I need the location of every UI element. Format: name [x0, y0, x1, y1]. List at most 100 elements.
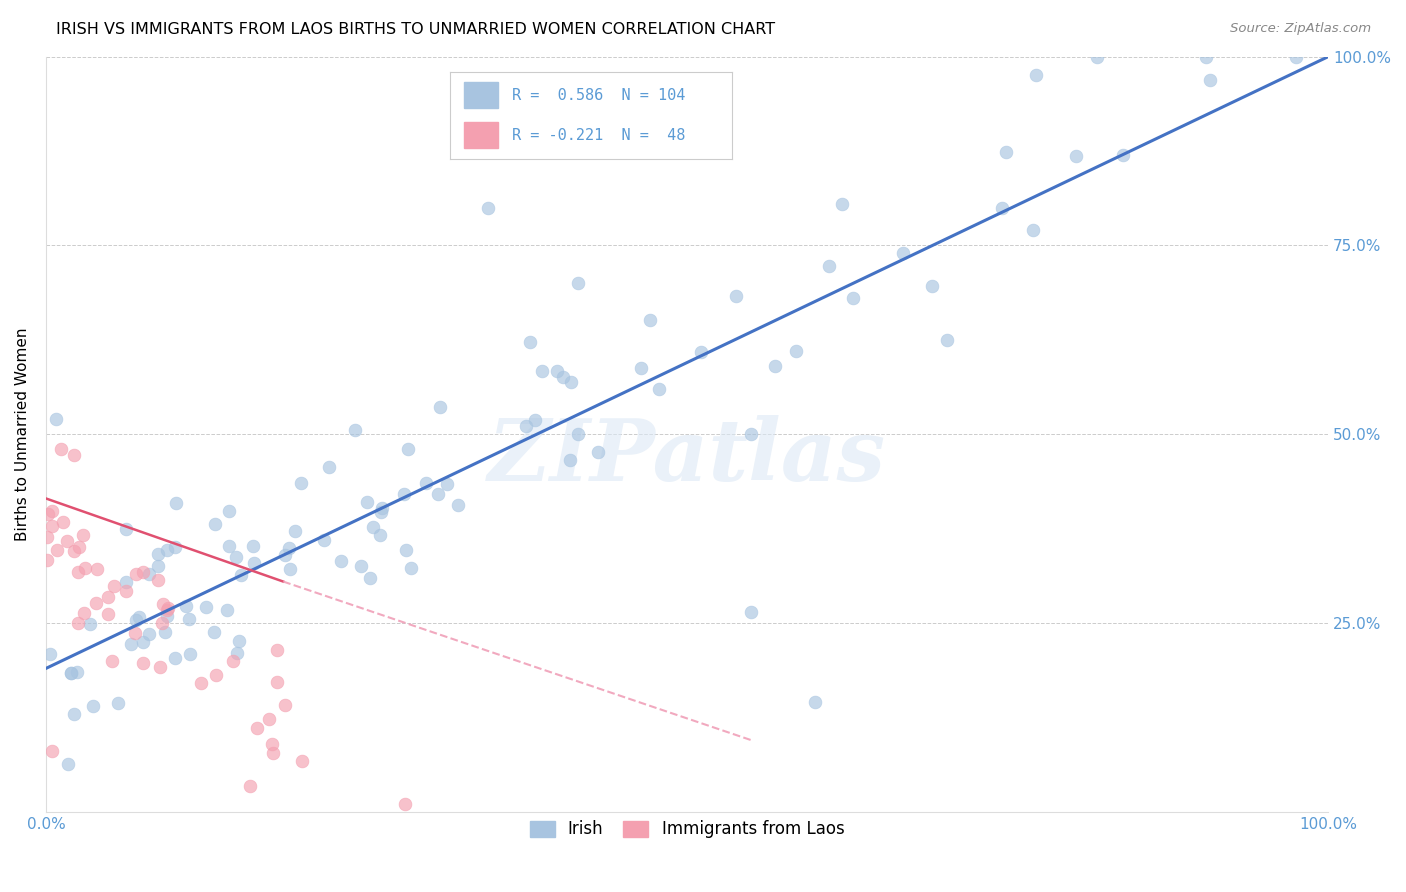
Point [152, 597, 174, 611]
Point [560, 375, 582, 389]
Point [52, 515, 75, 529]
Point [361, 519, 384, 533]
Point [131, 634, 153, 648]
Point [558, 453, 581, 467]
Point [225, 550, 247, 565]
Point [630, 361, 652, 376]
Point [146, 558, 169, 573]
Point [218, 539, 240, 553]
Point [46, 543, 69, 558]
Point [150, 615, 173, 630]
Point [401, 561, 423, 575]
Point [935, 333, 957, 347]
Text: Source: ZipAtlas.com: Source: ZipAtlas.com [1230, 22, 1371, 36]
Point [690, 345, 713, 359]
Point [842, 291, 865, 305]
Point [1085, 50, 1108, 64]
Point [86, 562, 108, 576]
Point [72, 606, 94, 620]
Point [427, 487, 450, 501]
Point [218, 504, 240, 518]
Point [546, 364, 568, 378]
Point [436, 477, 458, 491]
Point [551, 369, 574, 384]
Point [246, 721, 269, 735]
Point [274, 548, 297, 562]
Point [114, 583, 136, 598]
Point [266, 642, 288, 657]
Point [356, 495, 378, 509]
Point [66, 566, 89, 580]
Point [204, 517, 226, 532]
Point [60, 666, 83, 681]
Point [66, 616, 89, 631]
Point [177, 612, 200, 626]
Point [740, 605, 762, 619]
Point [763, 359, 786, 374]
Point [114, 574, 136, 589]
Point [146, 573, 169, 587]
Point [567, 427, 589, 442]
Point [447, 498, 470, 512]
Point [395, 543, 418, 558]
Point [530, 364, 553, 378]
Point [41, 503, 63, 517]
Point [370, 505, 392, 519]
Point [179, 648, 201, 662]
Point [35, 553, 58, 567]
Point [278, 562, 301, 576]
Text: ZIPatlas: ZIPatlas [488, 415, 886, 499]
Point [176, 599, 198, 614]
Point [132, 656, 155, 670]
Point [239, 779, 262, 793]
Point [128, 609, 150, 624]
Point [394, 797, 416, 812]
Point [785, 344, 807, 359]
Point [415, 475, 437, 490]
Point [586, 444, 609, 458]
Point [132, 565, 155, 579]
Point [831, 196, 853, 211]
Point [274, 698, 297, 712]
Point [891, 245, 914, 260]
Point [125, 613, 148, 627]
Point [359, 571, 381, 585]
Point [1025, 68, 1047, 82]
Point [120, 637, 142, 651]
Point [72, 528, 94, 542]
Point [368, 528, 391, 542]
Point [156, 603, 179, 617]
Point [266, 674, 288, 689]
Point [156, 543, 179, 558]
Point [290, 476, 312, 491]
Point [921, 279, 943, 293]
Point [740, 427, 762, 442]
Point [277, 541, 299, 555]
Point [257, 712, 280, 726]
Point [51, 442, 73, 456]
Point [79, 616, 101, 631]
Point [1064, 149, 1087, 163]
Point [45, 412, 67, 426]
Point [523, 413, 546, 427]
Point [41, 744, 63, 758]
Point [37, 507, 59, 521]
Point [82, 698, 104, 713]
Point [243, 556, 266, 570]
Point [647, 382, 669, 396]
Point [818, 259, 841, 273]
Point [1195, 50, 1218, 64]
Text: IRISH VS IMMIGRANTS FROM LAOS BIRTHS TO UNMARRIED WOMEN CORRELATION CHART: IRISH VS IMMIGRANTS FROM LAOS BIRTHS TO … [56, 22, 775, 37]
Point [163, 540, 186, 554]
Point [60, 666, 83, 681]
Point [221, 654, 243, 668]
Point [195, 600, 218, 615]
Point [107, 696, 129, 710]
Point [165, 496, 187, 510]
Point [392, 487, 415, 501]
Point [242, 539, 264, 553]
Point [97, 607, 120, 621]
Point [567, 277, 589, 291]
Y-axis label: Births to Unmarried Women: Births to Unmarried Women [15, 327, 30, 541]
Point [115, 522, 138, 536]
